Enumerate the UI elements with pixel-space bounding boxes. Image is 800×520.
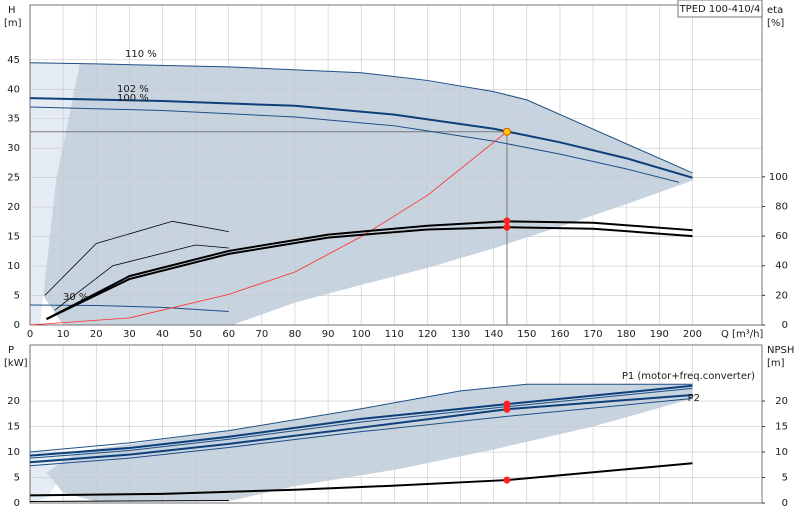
x-tick-label: 40 — [156, 329, 169, 340]
y2-tick-label: 40 — [775, 261, 788, 272]
chart-title: TPED 100-410/4 — [679, 4, 761, 15]
plot-frame — [29, 4, 763, 326]
x-tick-label: 80 — [289, 329, 302, 340]
y2-tick-label: 60 — [775, 231, 788, 242]
curve — [29, 62, 693, 174]
y2-tick-label: 20 — [775, 290, 788, 301]
x-tick-label: 60 — [222, 329, 235, 340]
duty-point — [503, 476, 511, 484]
x-tick-label: 0 — [27, 329, 33, 340]
curve-label: 100 % — [117, 93, 149, 104]
y2-tick-label: 0 — [782, 320, 788, 331]
y2-tick-label: 20 — [775, 396, 788, 407]
y-tick-label: 35 — [7, 114, 20, 125]
curve — [29, 398, 693, 467]
y-tick-label: 20 — [7, 396, 20, 407]
y2-tick-label: 80 — [775, 201, 788, 212]
x-tick-label: 200 — [683, 329, 702, 340]
y-tick-label: 25 — [7, 173, 20, 184]
curve-label: 110 % — [125, 49, 157, 60]
curve — [29, 462, 693, 497]
y-tick-label: 0 — [14, 498, 20, 509]
plot-frame — [29, 344, 763, 504]
y-tick-label: 0 — [14, 320, 20, 331]
curve — [29, 383, 693, 453]
y-tick-label: 10 — [7, 261, 20, 272]
curve — [29, 106, 680, 183]
curve — [46, 220, 693, 320]
y-tick-label: 5 — [14, 473, 20, 484]
curve-label: 30 % — [63, 292, 88, 303]
x-tick-label: 50 — [189, 329, 202, 340]
y-tick-label: 15 — [7, 232, 20, 243]
curve — [29, 387, 693, 459]
title-box — [677, 0, 763, 18]
y2-axis-unit: [m] — [767, 358, 785, 369]
x-tick-label: 120 — [418, 329, 437, 340]
curve-label: 102 % — [117, 84, 149, 95]
operating-range — [30, 62, 80, 325]
y2-tick-label: 100 — [769, 172, 788, 183]
x-tick-label: 110 — [385, 329, 404, 340]
duty-point — [502, 127, 511, 136]
curve — [46, 226, 693, 320]
x-tick-label: 30 — [123, 329, 136, 340]
curve — [54, 244, 229, 311]
x-tick-label: 130 — [451, 329, 470, 340]
x-tick-label: 90 — [322, 329, 335, 340]
x-tick-label: 160 — [550, 329, 569, 340]
duty-point — [503, 400, 511, 408]
curve — [29, 499, 229, 502]
y-tick-label: 15 — [7, 422, 20, 433]
y-axis-label: P — [8, 345, 14, 356]
curve-label: P1 (motor+freq.converter) — [622, 371, 755, 382]
y2-tick-label: 15 — [775, 422, 788, 433]
y-tick-label: 30 — [7, 143, 20, 154]
x-tick-label: 140 — [484, 329, 503, 340]
y-tick-label: 20 — [7, 202, 20, 213]
x-tick-label: 100 — [352, 329, 371, 340]
y-tick-label: 40 — [7, 84, 20, 95]
y2-axis-unit: [%] — [767, 18, 784, 29]
curve-label: P2 — [688, 393, 700, 404]
y-axis-unit: [m] — [4, 18, 22, 29]
y-tick-label: 45 — [7, 55, 20, 66]
curve — [29, 384, 693, 457]
y-axis-label: H — [8, 5, 16, 16]
x-tick-label: 10 — [57, 329, 70, 340]
duty-point — [503, 223, 511, 231]
y2-axis-label: eta — [767, 5, 783, 16]
y2-tick-label: 10 — [775, 447, 788, 458]
curve — [29, 97, 693, 179]
y2-tick-label: 0 — [782, 498, 788, 509]
curve — [29, 304, 229, 312]
curve — [29, 131, 508, 326]
y2-axis-label: NPSH — [767, 345, 794, 356]
x-tick-label: 20 — [90, 329, 103, 340]
x-tick-label: 170 — [584, 329, 603, 340]
duty-point — [503, 405, 511, 413]
x-tick-label: 150 — [517, 329, 536, 340]
x-tick-label: 190 — [650, 329, 669, 340]
x-tick-label: 180 — [617, 329, 636, 340]
curve — [44, 220, 229, 296]
duty-point — [503, 217, 511, 225]
y-tick-label: 5 — [14, 291, 20, 302]
y-tick-label: 10 — [7, 447, 20, 458]
y2-tick-label: 5 — [782, 473, 788, 484]
x-axis-label: Q [m³/h] — [721, 329, 763, 340]
x-tick-label: 70 — [255, 329, 268, 340]
curve — [29, 393, 693, 464]
y-axis-unit: [kW] — [4, 358, 28, 369]
